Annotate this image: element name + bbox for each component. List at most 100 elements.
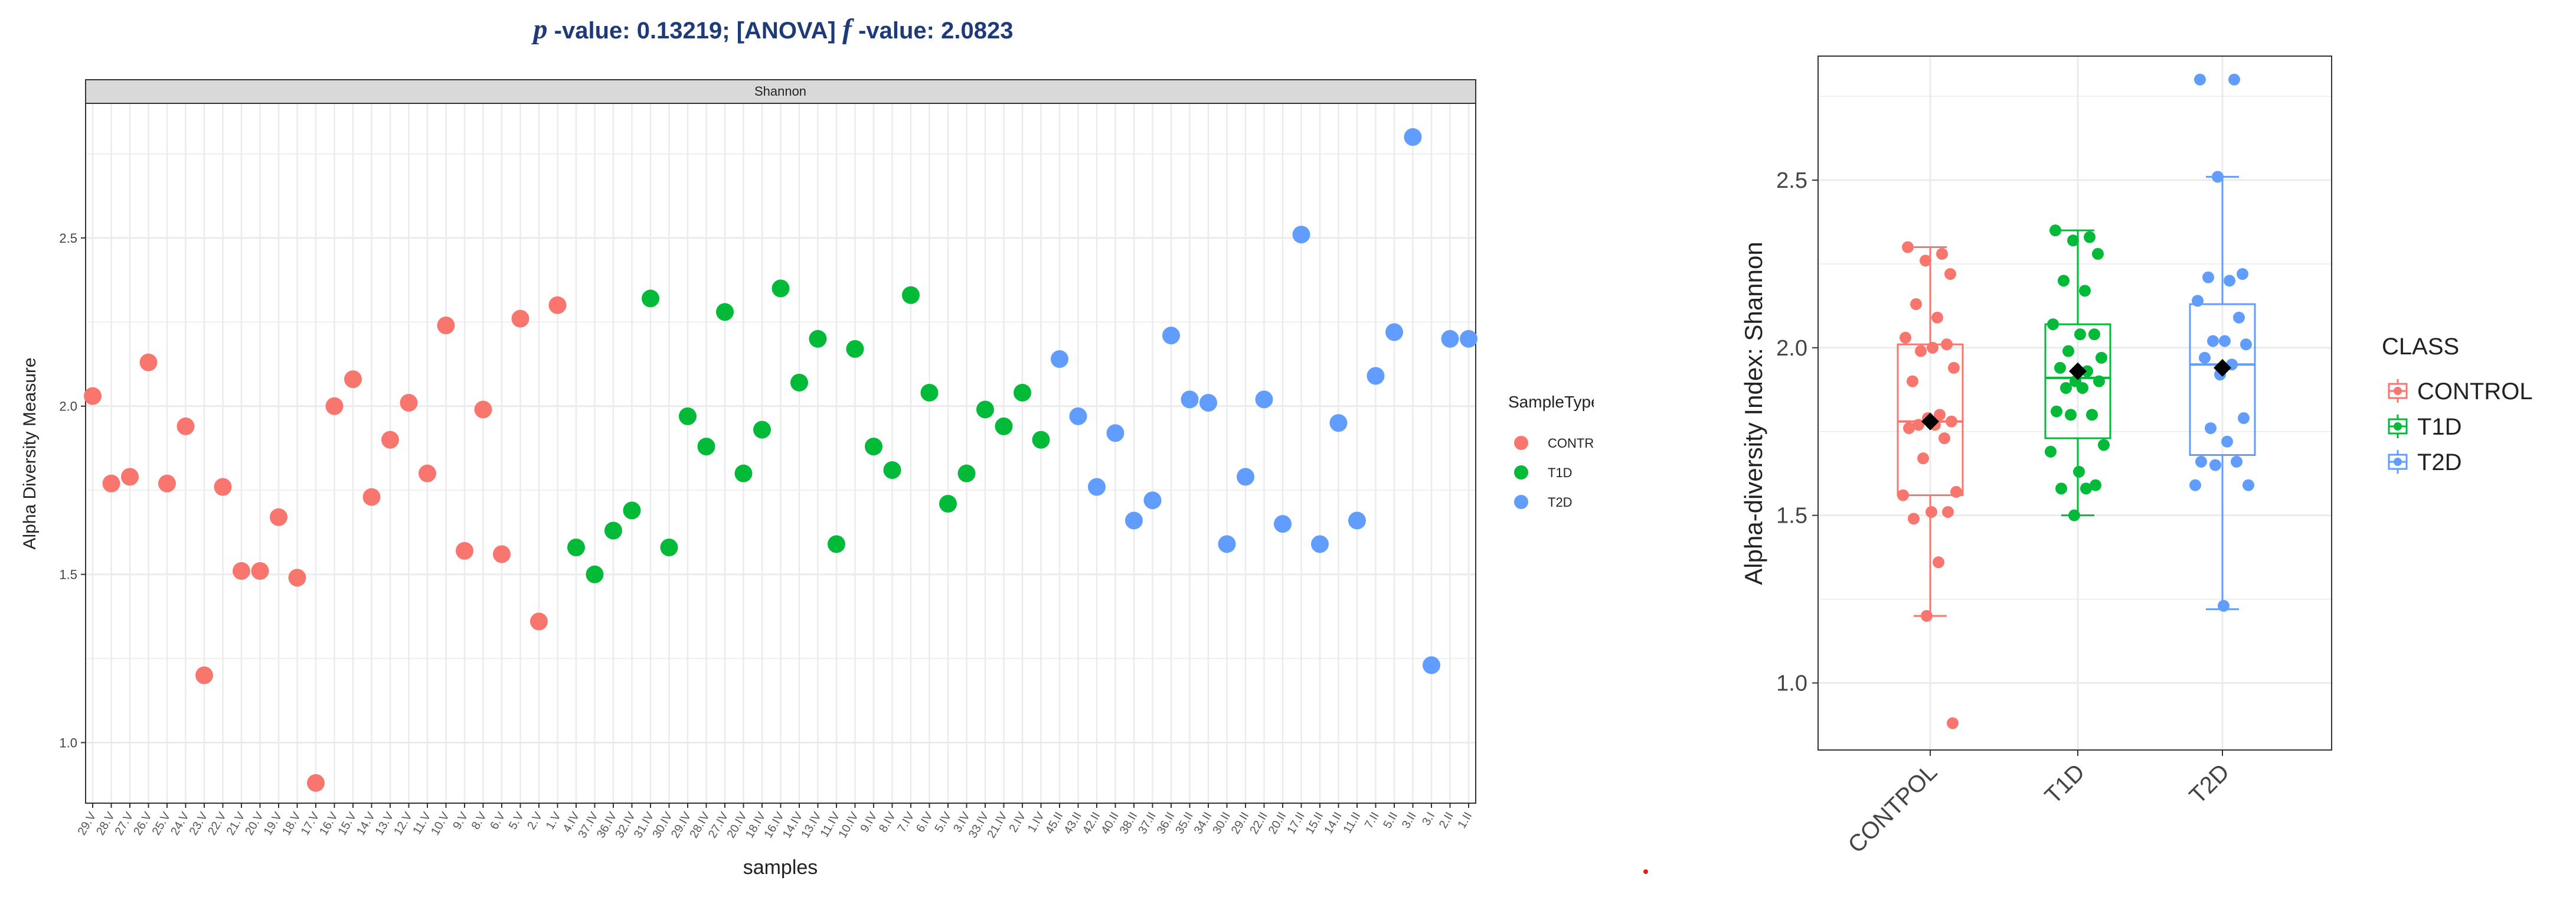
scatter-point bbox=[195, 666, 213, 684]
x-tick-label: 10.IV bbox=[836, 810, 861, 840]
legend-key-t2d bbox=[1514, 495, 1528, 509]
x-tick-label: 27.V bbox=[113, 810, 136, 837]
jitter-point bbox=[2074, 328, 2086, 341]
x-tick-label: 42.II bbox=[1080, 810, 1103, 837]
x-tick-label: 17.V bbox=[299, 810, 322, 837]
scatter-point bbox=[604, 521, 622, 540]
scatter-point bbox=[493, 545, 511, 563]
x-tick-label: 26.V bbox=[131, 810, 155, 837]
scatter-point bbox=[307, 774, 325, 792]
jitter-point bbox=[2238, 412, 2250, 425]
jitter-point bbox=[2060, 381, 2072, 394]
scatter-gridlines bbox=[86, 103, 1476, 803]
box-x-ticks: CONTPOL T1D T2D bbox=[1843, 750, 2234, 858]
x-tick-label: 14.II bbox=[1322, 810, 1345, 837]
box-y-ticks: 1.0 1.5 2.0 2.5 bbox=[1776, 168, 1818, 696]
scatter-point bbox=[288, 569, 306, 587]
x-tick-label: 25.V bbox=[150, 810, 174, 837]
jitter-point bbox=[1920, 255, 1931, 267]
x-tick-label: 22.V bbox=[205, 810, 229, 837]
jitter-point bbox=[2202, 271, 2214, 283]
jitter-point bbox=[2205, 422, 2217, 435]
x-tick-label: 13.IV bbox=[799, 810, 824, 840]
x-tick-label: 24.V bbox=[168, 810, 192, 837]
x-tick-label: 3.II bbox=[1400, 810, 1419, 831]
box-y-tick-label: 2.5 bbox=[1776, 168, 1807, 193]
box-y-axis-title: Alpha-diversity Index: Shannon bbox=[1740, 242, 1767, 585]
jitter-point bbox=[1915, 345, 1927, 357]
scatter-point bbox=[790, 373, 808, 392]
scatter-point bbox=[883, 461, 901, 479]
x-tick-label: 22.II bbox=[1247, 810, 1270, 837]
jitter-point bbox=[2199, 351, 2211, 364]
box-x-tick-label: T1D bbox=[2040, 759, 2090, 809]
scatter-point bbox=[1106, 424, 1124, 442]
y-axis-title: Alpha Diversity Measure bbox=[20, 357, 40, 549]
box-legend-key-t2d bbox=[2388, 450, 2408, 474]
x-tick-label: 7.IV bbox=[895, 810, 917, 834]
x-tick-label: 29.II bbox=[1229, 810, 1252, 837]
x-tick-label: 5.II bbox=[1381, 810, 1400, 831]
jitter-point bbox=[2055, 482, 2067, 495]
box-gridlines bbox=[1818, 56, 2332, 750]
scatter-point bbox=[251, 562, 269, 580]
scatter-point bbox=[1218, 535, 1236, 553]
x-tick-label: 34.II bbox=[1192, 810, 1215, 837]
jitter-point bbox=[1927, 341, 1938, 354]
jitter-point bbox=[2079, 285, 2091, 297]
x-tick-label: 29.V bbox=[76, 810, 99, 837]
scatter-legend: SampleType CONTROL T1D T2D bbox=[1508, 393, 1594, 510]
jitter-point bbox=[2224, 275, 2235, 287]
x-tick-label: 8.V bbox=[469, 810, 489, 832]
scatter-point bbox=[456, 542, 473, 560]
x-tick-label: 6.IV bbox=[914, 810, 936, 834]
scatter-point bbox=[902, 286, 920, 304]
jitter-point bbox=[1938, 432, 1950, 445]
scatter-point bbox=[84, 387, 102, 405]
jitter-point bbox=[2233, 311, 2245, 324]
x-tick-label: 20.V bbox=[243, 810, 266, 837]
scatter-point bbox=[772, 279, 790, 298]
x-tick-label: 11.V bbox=[410, 810, 433, 837]
legend-key-t1d bbox=[1514, 465, 1528, 480]
jitter-point bbox=[1907, 375, 1918, 387]
scatter-points bbox=[84, 128, 1477, 792]
scatter-point bbox=[400, 394, 418, 412]
x-tick-label: 36.II bbox=[1155, 810, 1178, 837]
scatter-point bbox=[1014, 383, 1031, 402]
facet-strip bbox=[85, 79, 1476, 104]
scatter-point bbox=[809, 330, 827, 348]
jitter-point bbox=[2192, 295, 2204, 307]
scatter-point bbox=[753, 420, 771, 439]
box-legend-key-t1d bbox=[2388, 415, 2408, 438]
jitter-point bbox=[1947, 717, 1959, 729]
box-plots bbox=[1897, 73, 2256, 729]
x-tick-label: 9.IV bbox=[858, 810, 880, 834]
jitter-point bbox=[1926, 506, 1937, 518]
box-panel-border bbox=[1817, 56, 2332, 751]
jitter-point bbox=[2051, 405, 2062, 418]
scatter-point bbox=[121, 468, 139, 486]
scatter-x-ticks: 29.V28.V27.V26.V25.V24.V23.V22.V21.V20.V… bbox=[76, 803, 1475, 840]
scatter-point bbox=[437, 317, 455, 335]
jitter-point bbox=[2081, 365, 2093, 377]
x-tick-label: 15.V bbox=[336, 810, 359, 837]
scatter-point bbox=[1274, 515, 1292, 533]
scatter-point bbox=[995, 417, 1013, 435]
legend-label-t1d: T1D bbox=[1548, 465, 1573, 480]
jitter-point bbox=[1941, 338, 1953, 351]
jitter-point bbox=[2218, 599, 2230, 612]
jitter-point bbox=[1908, 513, 1920, 525]
jitter-point bbox=[2228, 73, 2240, 86]
scatter-point bbox=[233, 562, 250, 580]
stray-red-dot bbox=[1643, 869, 1648, 874]
scatter-point bbox=[1348, 511, 1366, 530]
jitter-point bbox=[2221, 435, 2233, 448]
scatter-point bbox=[530, 612, 548, 631]
x-tick-label: 16.V bbox=[317, 810, 341, 837]
scatter-point bbox=[1051, 350, 1068, 368]
scatter-point bbox=[1441, 330, 1459, 348]
jitter-point bbox=[2092, 247, 2104, 260]
jitter-point bbox=[1900, 331, 1911, 344]
jitter-point bbox=[2058, 275, 2070, 287]
